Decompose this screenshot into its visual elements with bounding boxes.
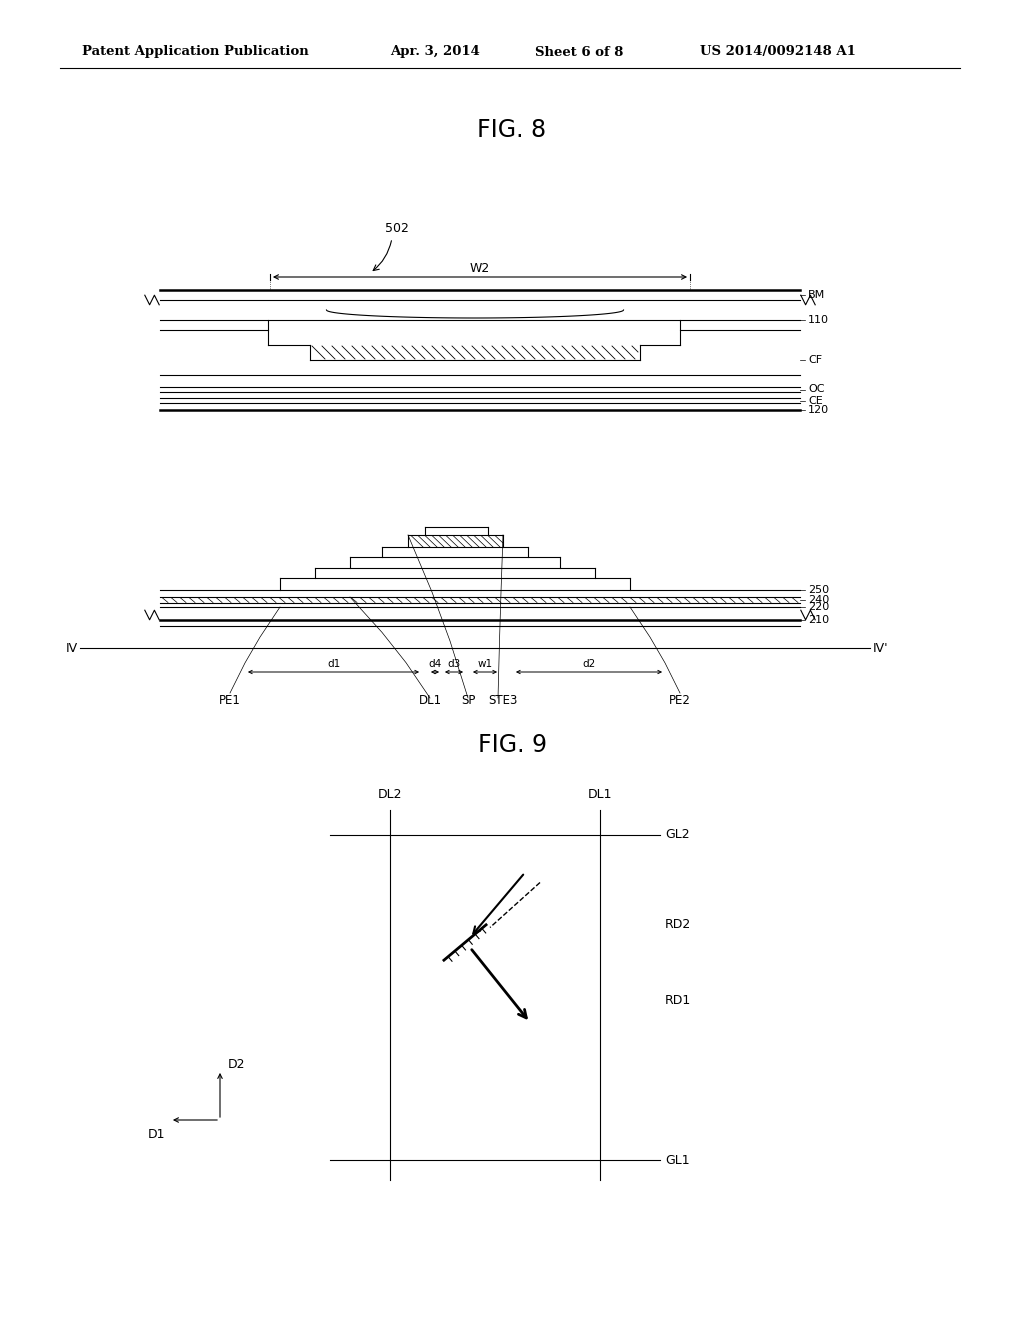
Text: DL2: DL2	[378, 788, 402, 801]
Text: D2: D2	[228, 1059, 246, 1072]
Text: RD2: RD2	[665, 919, 691, 932]
Text: w1: w1	[477, 659, 493, 669]
Text: W2: W2	[470, 261, 490, 275]
Text: RD1: RD1	[665, 994, 691, 1006]
Text: 110: 110	[808, 315, 829, 325]
Text: Apr. 3, 2014: Apr. 3, 2014	[390, 45, 480, 58]
Text: FIG. 8: FIG. 8	[477, 117, 547, 143]
Text: 220: 220	[808, 602, 829, 612]
Text: Sheet 6 of 8: Sheet 6 of 8	[535, 45, 624, 58]
Text: 240: 240	[808, 595, 829, 605]
Text: DL1: DL1	[588, 788, 612, 801]
Text: PE2: PE2	[669, 693, 691, 706]
Text: STE3: STE3	[488, 693, 518, 706]
Text: DL1: DL1	[419, 693, 441, 706]
Text: GL1: GL1	[665, 1154, 689, 1167]
Text: CF: CF	[808, 355, 822, 366]
Text: d4: d4	[428, 659, 441, 669]
Text: 250: 250	[808, 585, 829, 595]
Text: D1: D1	[147, 1129, 165, 1142]
Text: IV: IV	[66, 642, 78, 655]
Text: BM: BM	[808, 290, 825, 300]
Text: 120: 120	[808, 405, 829, 414]
Text: OC: OC	[808, 384, 824, 395]
Text: 210: 210	[808, 615, 829, 624]
Text: IV': IV'	[873, 642, 889, 655]
Text: GL2: GL2	[665, 829, 689, 842]
Text: SP: SP	[461, 693, 475, 706]
Text: 502: 502	[385, 222, 409, 235]
Text: PE1: PE1	[219, 693, 241, 706]
Text: Patent Application Publication: Patent Application Publication	[82, 45, 309, 58]
Text: d1: d1	[327, 659, 340, 669]
Text: d2: d2	[583, 659, 596, 669]
Text: d3: d3	[447, 659, 461, 669]
Text: US 2014/0092148 A1: US 2014/0092148 A1	[700, 45, 856, 58]
Text: CE: CE	[808, 396, 822, 405]
Text: FIG. 9: FIG. 9	[477, 733, 547, 756]
